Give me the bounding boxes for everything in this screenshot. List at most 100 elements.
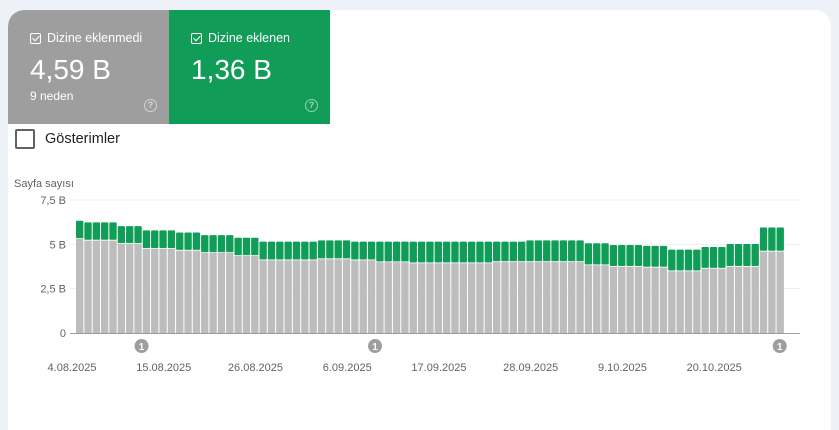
bar-not-indexed[interactable] xyxy=(267,260,276,333)
bar-not-indexed[interactable] xyxy=(176,250,184,333)
bar-not-indexed[interactable] xyxy=(142,248,151,333)
impressions-toggle[interactable]: Gösterimler xyxy=(15,129,120,149)
bar-indexed[interactable] xyxy=(568,240,576,262)
bar-indexed[interactable] xyxy=(493,241,501,262)
bar-not-indexed[interactable] xyxy=(301,260,309,333)
bar-indexed[interactable] xyxy=(134,226,142,244)
bar-not-indexed[interactable] xyxy=(709,268,718,333)
bar-not-indexed[interactable] xyxy=(601,265,609,333)
bar-not-indexed[interactable] xyxy=(643,267,651,333)
bar-not-indexed[interactable] xyxy=(776,251,784,333)
bar-not-indexed[interactable] xyxy=(459,263,467,333)
bar-indexed[interactable] xyxy=(326,240,334,259)
bar-indexed[interactable] xyxy=(367,241,376,260)
bar-not-indexed[interactable] xyxy=(551,262,559,333)
bar-not-indexed[interactable] xyxy=(651,267,659,333)
bar-indexed[interactable] xyxy=(576,240,584,262)
bar-indexed[interactable] xyxy=(184,232,192,250)
bar-indexed[interactable] xyxy=(317,240,326,259)
bar-indexed[interactable] xyxy=(659,245,668,267)
bar-indexed[interactable] xyxy=(359,241,367,260)
bar-not-indexed[interactable] xyxy=(609,266,618,333)
bar-indexed[interactable] xyxy=(701,246,709,268)
help-icon[interactable]: ? xyxy=(305,99,318,112)
bar-indexed[interactable] xyxy=(142,230,151,249)
bar-not-indexed[interactable] xyxy=(467,263,476,333)
bar-not-indexed[interactable] xyxy=(226,253,234,333)
bar-indexed[interactable] xyxy=(543,240,551,262)
bar-indexed[interactable] xyxy=(167,230,176,249)
bar-indexed[interactable] xyxy=(267,241,276,260)
bar-not-indexed[interactable] xyxy=(117,243,126,333)
bar-indexed[interactable] xyxy=(626,245,634,267)
bar-not-indexed[interactable] xyxy=(351,260,359,333)
bar-indexed[interactable] xyxy=(593,243,601,265)
bar-indexed[interactable] xyxy=(351,241,359,260)
bar-not-indexed[interactable] xyxy=(668,271,676,333)
bar-indexed[interactable] xyxy=(92,222,101,240)
help-icon[interactable]: ? xyxy=(144,99,157,112)
bar-not-indexed[interactable] xyxy=(659,267,668,333)
bar-not-indexed[interactable] xyxy=(476,263,484,333)
bar-not-indexed[interactable] xyxy=(359,260,367,333)
bar-not-indexed[interactable] xyxy=(159,248,167,333)
bar-indexed[interactable] xyxy=(217,235,226,253)
bar-indexed[interactable] xyxy=(401,241,409,262)
bar-indexed[interactable] xyxy=(409,241,417,263)
bar-not-indexed[interactable] xyxy=(309,260,317,333)
bar-not-indexed[interactable] xyxy=(234,256,242,333)
bar-indexed[interactable] xyxy=(551,240,559,262)
bar-not-indexed[interactable] xyxy=(292,260,301,333)
bar-not-indexed[interactable] xyxy=(209,253,217,333)
bar-not-indexed[interactable] xyxy=(493,262,501,333)
bar-indexed[interactable] xyxy=(201,235,209,253)
bar-indexed[interactable] xyxy=(209,235,217,253)
bar-not-indexed[interactable] xyxy=(134,243,142,333)
bar-indexed[interactable] xyxy=(467,241,476,263)
bar-not-indexed[interactable] xyxy=(376,262,384,333)
checkbox-checked-icon[interactable] xyxy=(191,32,202,44)
bar-indexed[interactable] xyxy=(226,235,234,253)
bar-not-indexed[interactable] xyxy=(184,250,192,333)
bar-indexed[interactable] xyxy=(526,240,534,262)
bar-indexed[interactable] xyxy=(676,249,684,271)
bar-not-indexed[interactable] xyxy=(618,266,626,333)
bar-not-indexed[interactable] xyxy=(734,266,743,333)
bar-not-indexed[interactable] xyxy=(317,259,326,333)
bar-indexed[interactable] xyxy=(384,241,392,262)
bar-not-indexed[interactable] xyxy=(217,253,226,333)
bar-indexed[interactable] xyxy=(426,241,434,263)
bar-not-indexed[interactable] xyxy=(384,262,392,333)
bar-indexed[interactable] xyxy=(309,241,317,260)
bar-indexed[interactable] xyxy=(484,241,492,263)
bar-not-indexed[interactable] xyxy=(534,262,543,333)
bar-indexed[interactable] xyxy=(584,243,593,265)
bar-indexed[interactable] xyxy=(284,241,292,260)
bar-not-indexed[interactable] xyxy=(634,266,643,333)
bar-not-indexed[interactable] xyxy=(76,239,84,333)
checkbox-unchecked-icon[interactable] xyxy=(15,129,35,149)
bar-not-indexed[interactable] xyxy=(626,266,634,333)
bar-indexed[interactable] xyxy=(101,222,109,240)
bar-indexed[interactable] xyxy=(234,237,242,256)
bar-indexed[interactable] xyxy=(768,227,776,251)
bar-indexed[interactable] xyxy=(693,249,701,271)
bar-indexed[interactable] xyxy=(242,237,251,256)
bar-indexed[interactable] xyxy=(601,243,609,265)
bar-not-indexed[interactable] xyxy=(409,263,417,333)
bar-not-indexed[interactable] xyxy=(442,263,451,333)
bar-indexed[interactable] xyxy=(417,241,426,263)
bar-not-indexed[interactable] xyxy=(167,248,176,333)
bar-indexed[interactable] xyxy=(392,241,401,262)
bar-not-indexed[interactable] xyxy=(101,240,109,333)
bar-not-indexed[interactable] xyxy=(701,268,709,333)
bar-not-indexed[interactable] xyxy=(367,260,376,333)
bar-not-indexed[interactable] xyxy=(593,265,601,333)
bar-indexed[interactable] xyxy=(751,243,759,267)
bar-not-indexed[interactable] xyxy=(543,262,551,333)
bar-not-indexed[interactable] xyxy=(718,268,726,333)
bar-indexed[interactable] xyxy=(451,241,459,263)
bar-indexed[interactable] xyxy=(459,241,467,263)
bar-indexed[interactable] xyxy=(109,222,117,240)
bar-not-indexed[interactable] xyxy=(434,263,442,333)
